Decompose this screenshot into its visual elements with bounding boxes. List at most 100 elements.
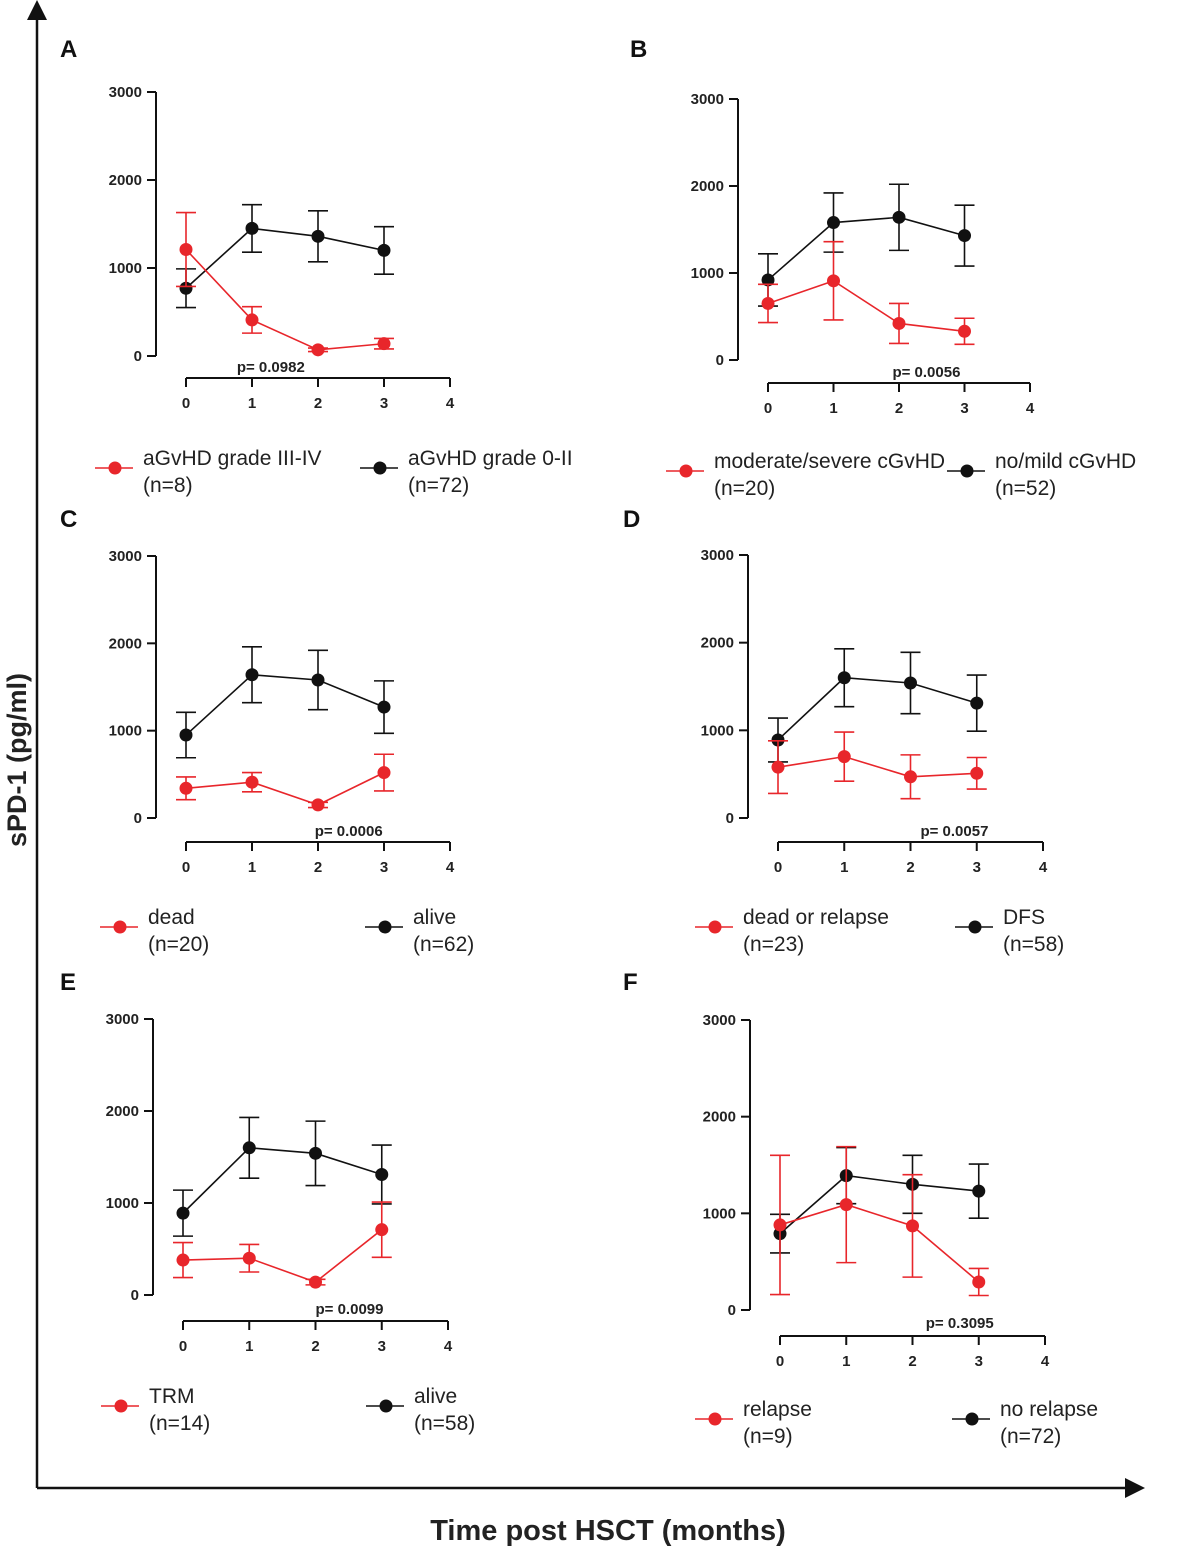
x-tick-label: 1 bbox=[248, 395, 256, 412]
legend-marker bbox=[679, 464, 693, 478]
legend-entry-red: relapse (n=9) bbox=[695, 1398, 812, 1448]
panel-d: D 0 1000 2000 3000 0 1 2 3 4 p= 0.0057 dead or rela… bbox=[623, 506, 1064, 956]
panel-a: A 0 1000 2000 3000 0 1 2 3 4 p= 0.0982 aGvHD grade … bbox=[60, 36, 573, 497]
x-tick-label: 2 bbox=[908, 1353, 916, 1370]
legend-label: dead or relapse bbox=[743, 906, 889, 929]
data-point bbox=[377, 243, 391, 257]
series-black bbox=[173, 1116, 392, 1237]
legend-count: (n=20) bbox=[714, 477, 775, 500]
y-tick-label: 1000 bbox=[691, 265, 724, 282]
x-tick-label: 4 bbox=[444, 1338, 453, 1355]
data-point bbox=[179, 281, 193, 295]
x-tick-label: 2 bbox=[906, 859, 914, 876]
legend-marker bbox=[708, 1412, 722, 1426]
data-point bbox=[972, 1275, 986, 1289]
series-black bbox=[768, 648, 987, 763]
data-point bbox=[377, 700, 391, 714]
x-tick-label: 4 bbox=[446, 859, 455, 876]
y-tick-label: 0 bbox=[726, 810, 734, 827]
data-point bbox=[245, 313, 259, 327]
x-tick-label: 0 bbox=[182, 395, 190, 412]
legend-count: (n=8) bbox=[143, 474, 193, 497]
series-black bbox=[770, 1146, 989, 1254]
y-tick-label: 2000 bbox=[109, 635, 142, 652]
data-point bbox=[242, 1141, 256, 1155]
legend-count: (n=72) bbox=[408, 474, 469, 497]
series-red bbox=[768, 731, 987, 800]
legend-entry-black: no/mild cGvHD (n=52) bbox=[947, 450, 1136, 500]
panel-letter: B bbox=[630, 36, 647, 63]
data-point bbox=[377, 337, 391, 351]
data-point bbox=[311, 673, 325, 687]
data-point bbox=[904, 770, 917, 784]
legend-entry-red: moderate/severe cGvHD (n=20) bbox=[666, 450, 945, 500]
y-tick-label: 0 bbox=[131, 1287, 139, 1304]
y-tick-label: 1000 bbox=[109, 723, 142, 740]
legend-entry-red: aGvHD grade III-IV (n=8) bbox=[95, 447, 322, 497]
panel-letter: E bbox=[60, 969, 76, 996]
panel-letter: F bbox=[623, 969, 638, 996]
series-line bbox=[767, 216, 965, 281]
x-tick-label: 2 bbox=[314, 859, 322, 876]
p-value-label: p= 0.0056 bbox=[892, 364, 960, 381]
series-line bbox=[185, 673, 385, 736]
series-line bbox=[779, 1203, 980, 1283]
series-line bbox=[185, 227, 385, 289]
series-red bbox=[758, 240, 975, 346]
series-black bbox=[176, 203, 394, 309]
y-axis-title: sPD-1 (pg/ml) bbox=[2, 673, 32, 847]
data-point bbox=[771, 760, 785, 774]
data-point bbox=[904, 676, 917, 690]
legend-count: (n=52) bbox=[995, 477, 1056, 500]
data-point bbox=[761, 296, 775, 310]
y-tick-label: 1000 bbox=[106, 1195, 139, 1212]
legend-marker bbox=[373, 461, 387, 475]
series-line bbox=[777, 676, 977, 741]
x-tick-label: 2 bbox=[895, 400, 903, 417]
series-line bbox=[182, 1146, 382, 1214]
data-point bbox=[179, 781, 193, 795]
x-tick-label: 0 bbox=[764, 400, 772, 417]
legend-count: (n=72) bbox=[1000, 1425, 1061, 1448]
legend-count: (n=58) bbox=[1003, 933, 1064, 956]
data-point bbox=[958, 324, 971, 338]
data-point bbox=[375, 1223, 389, 1237]
x-tick-label: 3 bbox=[960, 400, 968, 417]
series-red bbox=[173, 1201, 392, 1289]
legend-count: (n=58) bbox=[414, 1412, 475, 1435]
x-tick-label: 2 bbox=[314, 395, 322, 412]
data-point bbox=[771, 733, 785, 747]
legend-label: alive bbox=[414, 1385, 457, 1408]
series-red bbox=[176, 211, 394, 357]
p-value-label: p= 0.0099 bbox=[316, 1301, 384, 1318]
panel-b: B 0 1000 2000 3000 0 1 2 3 4 p= 0.0056 moderate/sev… bbox=[630, 36, 1136, 500]
x-axis-title: Time post HSCT (months) bbox=[430, 1515, 786, 1547]
data-point bbox=[839, 1198, 853, 1212]
x-tick-label: 1 bbox=[248, 859, 256, 876]
data-point bbox=[311, 229, 325, 243]
data-point bbox=[906, 1219, 919, 1233]
data-point bbox=[958, 229, 971, 243]
data-point bbox=[970, 696, 984, 710]
y-tick-label: 2000 bbox=[701, 635, 734, 652]
legend-label: no/mild cGvHD bbox=[995, 450, 1136, 473]
legend-count: (n=9) bbox=[743, 1425, 793, 1448]
legend-entry-black: aGvHD grade 0-II (n=72) bbox=[360, 447, 573, 497]
y-tick-label: 0 bbox=[134, 810, 142, 827]
y-tick-label: 0 bbox=[716, 352, 724, 369]
x-tick-label: 3 bbox=[975, 1353, 983, 1370]
legend-label: aGvHD grade 0-II bbox=[408, 447, 573, 470]
y-tick-label: 2000 bbox=[106, 1103, 139, 1120]
p-value-label: p= 0.0006 bbox=[315, 823, 383, 840]
data-point bbox=[761, 273, 775, 287]
data-point bbox=[827, 216, 840, 230]
legend-marker bbox=[968, 920, 982, 934]
y-tick-label: 1000 bbox=[701, 722, 734, 739]
legend-entry-red: dead or relapse (n=23) bbox=[695, 906, 889, 956]
data-point bbox=[773, 1218, 787, 1232]
p-value-label: p= 0.3095 bbox=[926, 1315, 994, 1332]
x-tick-label: 0 bbox=[774, 859, 782, 876]
y-tick-label: 1000 bbox=[109, 260, 142, 277]
x-tick-label: 1 bbox=[245, 1338, 253, 1355]
data-point bbox=[245, 775, 259, 789]
